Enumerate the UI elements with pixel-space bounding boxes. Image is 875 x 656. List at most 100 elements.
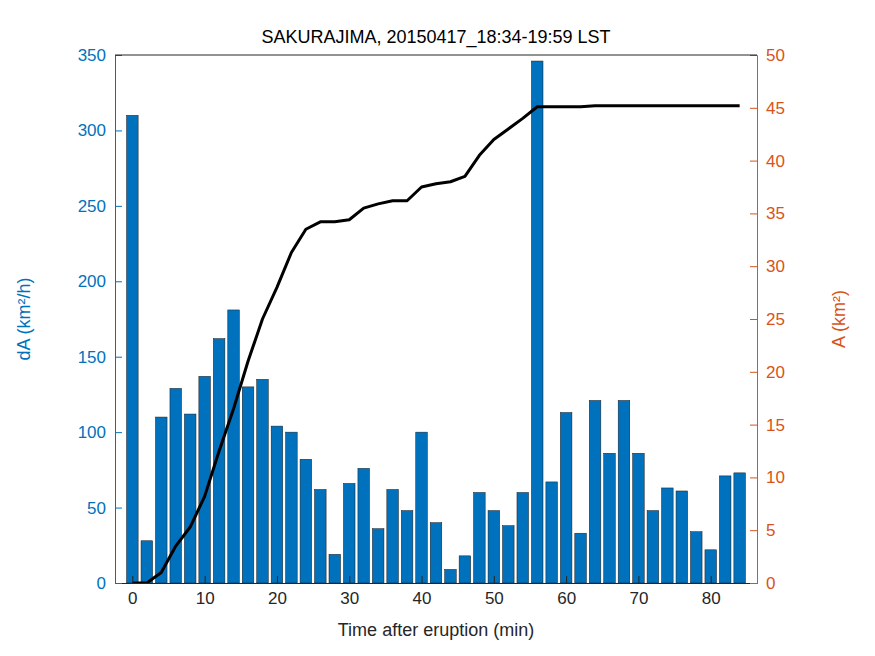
tick: 0 (128, 576, 137, 608)
tick-mark (115, 206, 122, 207)
axis-line (750, 56, 758, 584)
bar (531, 61, 543, 583)
tick-mark (494, 576, 495, 583)
tick: 25 (750, 310, 785, 329)
tick: 10 (196, 576, 215, 608)
tick-label: 50 (485, 589, 504, 608)
bar (271, 426, 283, 583)
tick-mark (750, 477, 757, 478)
bar (242, 387, 254, 583)
tick: 0 (750, 574, 775, 593)
tick-label: 45 (766, 99, 785, 118)
axis-line (116, 576, 758, 584)
tick-label: 30 (340, 589, 359, 608)
tick-mark (750, 530, 757, 531)
tick-mark (750, 108, 757, 109)
tick-label: 350 (78, 46, 106, 65)
bar (676, 491, 688, 583)
tick-label: 15 (766, 416, 785, 435)
tick-mark (750, 425, 757, 426)
bar (387, 489, 399, 583)
tick-label: 80 (702, 589, 721, 608)
tick: 100 (78, 423, 122, 442)
tick-label: 100 (78, 423, 106, 442)
y-axis-title: dA (km²/h) (14, 277, 34, 360)
bar (329, 554, 341, 583)
bar (430, 523, 442, 583)
frame-top (115, 55, 757, 56)
bar (155, 417, 167, 583)
bar (560, 413, 572, 583)
tick-mark (132, 576, 133, 583)
bar (184, 414, 196, 583)
tick-label: 250 (78, 197, 106, 216)
tick-mark (566, 576, 567, 583)
y2-axis-title: A (km²) (829, 290, 849, 348)
tick-mark (205, 576, 206, 583)
bar (372, 529, 384, 583)
tick-mark (277, 576, 278, 583)
bar (488, 511, 500, 583)
bar (633, 453, 645, 583)
tick-label: 0 (97, 574, 106, 593)
tick-mark (115, 130, 122, 131)
tick-mark (115, 357, 122, 358)
tick-mark (750, 583, 757, 584)
tick-label: 60 (557, 589, 576, 608)
line (132, 106, 739, 583)
y-axis: 050100150200250300350 (78, 46, 122, 593)
tick-label: 0 (128, 589, 137, 608)
bar (690, 532, 702, 583)
tick: 80 (702, 576, 721, 608)
bar (315, 489, 327, 583)
bar (662, 488, 674, 583)
tick-mark (750, 161, 757, 162)
plot-background (115, 55, 757, 583)
bar (474, 492, 486, 583)
tick: 5 (750, 521, 775, 540)
bar (705, 550, 717, 583)
bar (286, 432, 298, 583)
tick-mark (711, 576, 712, 583)
bar (228, 310, 240, 583)
tick-label: 200 (78, 272, 106, 291)
tick-label: 20 (268, 589, 287, 608)
tick: 250 (78, 197, 122, 216)
tick: 20 (268, 576, 287, 608)
bar (416, 432, 428, 583)
bar (401, 511, 413, 583)
tick: 50 (485, 576, 504, 608)
tick-label: 10 (766, 468, 785, 487)
bar (459, 556, 471, 583)
bar-series (127, 61, 746, 583)
tick-mark (750, 266, 757, 267)
tick-label: 40 (766, 152, 785, 171)
bar (604, 453, 616, 583)
tick: 30 (340, 576, 359, 608)
x-axis: 0 10 20 30 40 50 60 70 80 (116, 576, 758, 608)
tick-mark (115, 281, 122, 282)
tick: 45 (750, 99, 785, 118)
tick-mark (115, 432, 122, 433)
tick-label: 300 (78, 121, 106, 140)
bar (647, 511, 659, 583)
tick: 40 (413, 576, 432, 608)
tick-label: 50 (87, 499, 106, 518)
tick: 30 (750, 257, 785, 276)
tick-mark (115, 508, 122, 509)
tick-label: 70 (629, 589, 648, 608)
tick-mark (349, 576, 350, 583)
tick: 35 (750, 204, 785, 223)
bar (734, 473, 746, 583)
tick-label: 40 (413, 589, 432, 608)
tick: 10 (750, 468, 785, 487)
bar (517, 492, 529, 583)
tick-mark (115, 583, 122, 584)
tick: 40 (750, 152, 785, 171)
tick-mark (750, 372, 757, 373)
bar (127, 115, 139, 583)
bar (546, 482, 558, 583)
tick-label: 0 (766, 574, 775, 593)
tick: 20 (750, 363, 785, 382)
tick: 0 (97, 574, 122, 593)
